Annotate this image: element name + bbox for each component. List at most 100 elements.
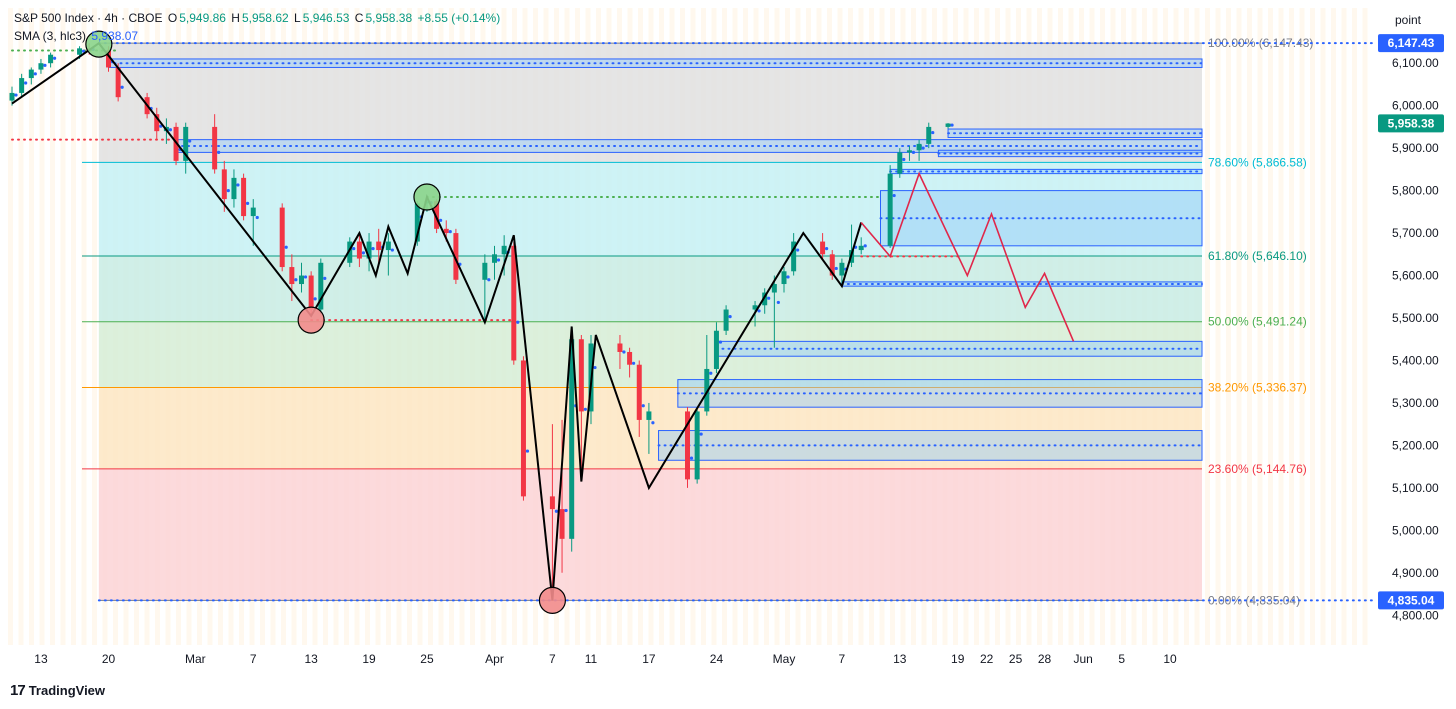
candle-body: [221, 169, 227, 200]
candle-body: [434, 201, 440, 229]
candle-body: [501, 245, 507, 255]
low-label: L: [294, 11, 301, 25]
session-stripe: [92, 8, 97, 645]
x-tick-label: 7: [839, 652, 846, 666]
session-stripe: [1299, 8, 1305, 645]
candle-body: [839, 262, 845, 276]
candle-body: [212, 126, 218, 170]
sma-dot: [921, 146, 925, 150]
high-value: 5,958.62: [241, 11, 289, 25]
price-badge: [1378, 34, 1444, 53]
close-value: 5,958.38: [365, 11, 413, 25]
sma-dot: [583, 407, 587, 411]
brand-name: TradingView: [28, 683, 106, 698]
x-tick-label: 19: [951, 652, 965, 666]
y-tick-label: 5,800.00: [1392, 184, 1439, 198]
x-tick-label: 20: [102, 652, 116, 666]
sma-dot: [371, 247, 375, 251]
candle-body: [762, 292, 768, 306]
price-badge-label: 5,958.38: [1388, 116, 1435, 130]
x-tick-label: 13: [893, 652, 907, 666]
sma-dot: [81, 49, 86, 53]
session-stripe: [1205, 8, 1210, 645]
candle-body: [183, 126, 189, 161]
fib-label: 0.00% (4,835.04): [1208, 593, 1300, 607]
sma-dot: [911, 150, 916, 154]
sma-dot: [651, 421, 655, 425]
sma-dot: [767, 296, 771, 300]
low-value: 5,946.53: [302, 11, 350, 25]
x-tick-label: 25: [420, 652, 434, 666]
candle-body: [376, 241, 382, 251]
session-stripe: [60, 8, 66, 645]
fib-zone: [98, 387, 1203, 469]
fib-zone: [98, 468, 1203, 601]
candle-body: [77, 48, 83, 55]
candle-body: [385, 241, 391, 251]
tradingview-logo-icon: 17: [10, 682, 26, 699]
session-stripe: [1268, 8, 1273, 645]
high-label: H: [231, 11, 240, 25]
session-stripe: [1289, 8, 1294, 645]
sma-dot: [14, 93, 18, 97]
sma-dot: [950, 123, 954, 127]
close-label: C: [354, 11, 364, 25]
price-unit-button[interactable]: point: [1394, 13, 1422, 27]
price-badge-label: 6,147.43: [1388, 36, 1435, 50]
session-stripe: [1320, 8, 1326, 645]
candle-body: [299, 275, 304, 285]
y-tick-label: 5,400.00: [1392, 353, 1439, 367]
candle-body: [492, 254, 497, 263]
x-tick-label: Mar: [185, 652, 206, 666]
x-tick-label: 7: [250, 652, 257, 666]
x-tick-label: 7: [549, 652, 556, 666]
candle-body: [308, 275, 314, 310]
sma-dot: [313, 297, 317, 301]
sma-dot: [796, 248, 800, 252]
candle-body: [115, 67, 121, 98]
session-stripe: [81, 8, 87, 645]
price-badge: [1378, 591, 1444, 610]
candle-body: [646, 411, 652, 420]
sma-dot: [834, 266, 838, 271]
session-stripe: [50, 8, 55, 645]
candle-body: [279, 207, 285, 268]
candle-body: [520, 360, 526, 497]
candle-body: [781, 271, 787, 285]
candle-body: [549, 496, 555, 510]
sma-dot: [496, 258, 501, 262]
y-tick-label: 5,200.00: [1392, 438, 1439, 452]
sma-dot: [439, 218, 443, 222]
price-badge-label: 4,835.04: [1388, 593, 1435, 607]
sma-dot: [226, 189, 230, 193]
sma-dot: [352, 247, 356, 251]
candle-body: [453, 233, 459, 280]
fib-label: 100.00% (6,147.43): [1208, 36, 1313, 50]
session-stripe: [1352, 8, 1357, 645]
y-tick-label: 6,100.00: [1392, 56, 1439, 70]
open-label: O: [167, 11, 178, 25]
sma-value: 5,938.07: [91, 29, 139, 43]
candle-body: [771, 284, 777, 293]
y-tick-label: 6,000.00: [1392, 99, 1439, 113]
zigzag-line: [11, 41, 863, 601]
tradingview-logo: 17 TradingView: [10, 682, 105, 699]
session-stripe: [1215, 8, 1221, 645]
sma-dot: [168, 128, 172, 132]
sma-dot: [632, 361, 636, 365]
sma-dot: [902, 157, 906, 162]
fib-label: 78.60% (5,866.58): [1208, 155, 1307, 169]
candle-body: [9, 92, 15, 101]
session-stripe: [1362, 8, 1368, 645]
candle-body: [569, 339, 575, 539]
candle-body: [617, 343, 623, 352]
candle-body: [366, 241, 372, 259]
fib-label: 38.20% (5,336.37): [1208, 380, 1307, 394]
fib-label: 23.60% (5,144.76): [1208, 462, 1307, 476]
sma-dot: [718, 340, 723, 344]
session-stripe: [1257, 8, 1263, 645]
sma-dot: [323, 276, 327, 280]
sma-dot: [931, 130, 935, 135]
session-stripe: [71, 8, 76, 645]
